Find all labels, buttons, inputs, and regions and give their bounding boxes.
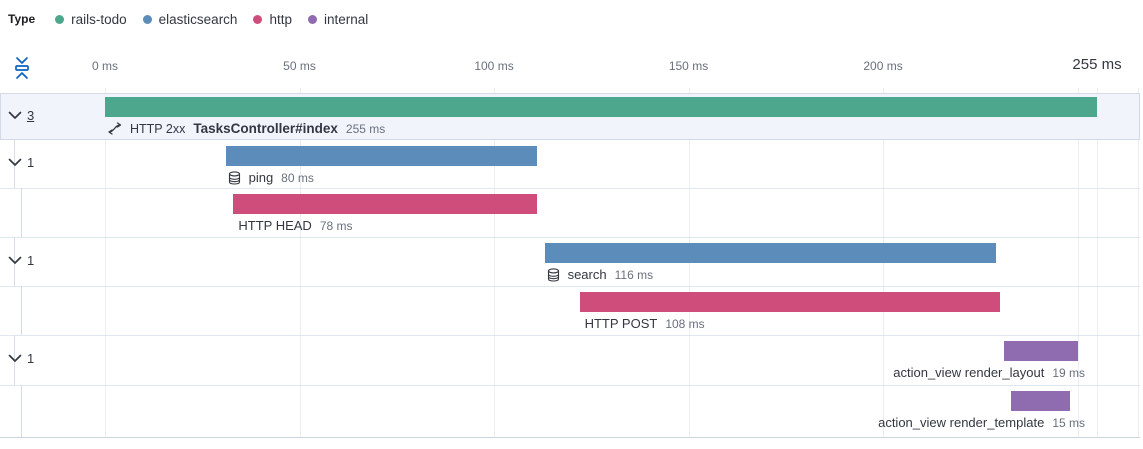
span-label: ping 80 ms: [228, 169, 314, 186]
row-separator: [0, 385, 1140, 386]
axis-tick-label: 50 ms: [283, 59, 316, 73]
tree-indent-guide: [21, 286, 22, 335]
waterfall-row-action-view-render-template: action_view render_template 15 ms: [0, 385, 1140, 437]
database-icon: [547, 267, 560, 282]
legend-dot-icon: [142, 14, 152, 24]
legend-dot-icon: [55, 14, 65, 24]
span-duration: 78 ms: [319, 218, 353, 233]
row-separator: [0, 437, 1140, 438]
result-badge: HTTP 2xx: [130, 121, 186, 136]
row-separator: [0, 335, 1140, 336]
span-name: action_view render_template: [878, 415, 1045, 430]
type-legend: Type rails-todo elasticsearch http internal: [8, 8, 368, 30]
legend-title: Type: [8, 12, 36, 26]
legend-item-rails-todo[interactable]: rails-todo: [55, 12, 127, 27]
chevron-down-icon: [8, 354, 22, 363]
span-duration: 15 ms: [1052, 415, 1085, 430]
expand-children-toggle[interactable]: 1: [8, 155, 34, 170]
waterfall-row-ping: 1 ping 80 ms: [0, 140, 1140, 188]
expand-children-toggle[interactable]: 1: [8, 253, 34, 268]
gridline: [299, 88, 301, 437]
tree-indent-guide: [21, 188, 22, 237]
child-count-link[interactable]: 1: [27, 252, 35, 268]
fold-timeline-icon[interactable]: [11, 56, 33, 82]
database-icon: [228, 170, 241, 185]
waterfall-row-http-post: HTTP POST 108 ms: [0, 286, 1140, 335]
axis-tick-label: 0 ms: [91, 59, 119, 73]
span-duration: 108 ms: [665, 316, 705, 331]
span-label: action_view render_layout 19 ms: [893, 364, 1085, 381]
legend-item-internal[interactable]: internal: [307, 11, 369, 27]
span-bar-search[interactable]: [544, 243, 996, 263]
gridline: [1097, 88, 1098, 437]
span-bar-action-view-render-template[interactable]: [1011, 391, 1070, 411]
axis-tick-label: 100 ms: [474, 59, 514, 73]
gridline: [494, 88, 496, 437]
axis-tick-label: 150 ms: [668, 59, 709, 73]
legend-item-label: internal: [323, 11, 369, 27]
span-bar-http-head[interactable]: [233, 194, 537, 214]
row-separator: [0, 237, 1140, 238]
span-bar-ping[interactable]: [225, 146, 537, 166]
span-duration: 19 ms: [1052, 365, 1085, 380]
chevron-down-icon: [8, 256, 22, 265]
span-label: HTTP 2xx TasksController#index 255 ms: [107, 120, 385, 137]
tree-indent-guide: [21, 385, 22, 437]
chevron-down-icon: [8, 158, 22, 167]
chevron-down-icon: [8, 111, 22, 120]
span-name: HTTP POST: [584, 316, 658, 331]
axis-tick-label: 200 ms: [863, 59, 903, 73]
legend-item-elasticsearch[interactable]: elasticsearch: [142, 11, 238, 27]
span-bar-http-post[interactable]: [579, 292, 1000, 312]
legend-dot-icon: [253, 14, 263, 24]
span-duration: 80 ms: [281, 170, 314, 185]
span-label: search 116 ms: [547, 266, 654, 283]
child-count-link[interactable]: 1: [27, 351, 35, 366]
chart-right-edge: [1138, 88, 1139, 437]
legend-item-label: http: [269, 11, 292, 27]
span-duration: 116 ms: [614, 267, 654, 282]
row-separator: [0, 188, 1140, 189]
span-label: HTTP POST 108 ms: [585, 315, 705, 332]
transaction-icon: [107, 122, 122, 135]
legend-item-label: elasticsearch: [158, 11, 238, 27]
gridline: [105, 88, 106, 437]
expand-children-toggle[interactable]: 1: [8, 351, 34, 366]
span-name: action_view render_layout: [893, 365, 1045, 380]
waterfall-row-action-view-render-layout: 1 action_view render_layout 19 ms: [0, 335, 1140, 385]
waterfall-row-taskscontroller-index: 3 HTTP 2xx TasksController#index 255 ms: [0, 93, 1140, 140]
legend-item-label: rails-todo: [71, 11, 127, 27]
expand-children-toggle[interactable]: 3: [8, 108, 34, 123]
legend-dot-icon: [307, 14, 317, 24]
span-name: ping: [248, 170, 274, 185]
row-separator: [0, 286, 1140, 287]
waterfall-row-http-head: HTTP HEAD 78 ms: [0, 188, 1140, 237]
child-count-link[interactable]: 1: [27, 155, 35, 170]
gridline: [1077, 88, 1079, 437]
span-bar-action-view-render-layout[interactable]: [1003, 341, 1078, 361]
span-name: TasksController#index: [193, 121, 338, 136]
span-name: HTTP HEAD: [238, 218, 312, 233]
span-bar-taskscontroller-index[interactable]: [105, 97, 1097, 117]
span-label: action_view render_template 15 ms: [878, 414, 1085, 431]
span-label: HTTP HEAD 78 ms: [238, 217, 352, 234]
child-count-link[interactable]: 3: [27, 107, 35, 123]
waterfall-row-search: 1 search 116 ms: [0, 237, 1140, 286]
axis-tick-label: 255 ms: [1072, 56, 1122, 73]
span-duration: 255 ms: [345, 121, 386, 136]
legend-item-http[interactable]: http: [253, 12, 292, 27]
span-name: search: [567, 267, 607, 282]
